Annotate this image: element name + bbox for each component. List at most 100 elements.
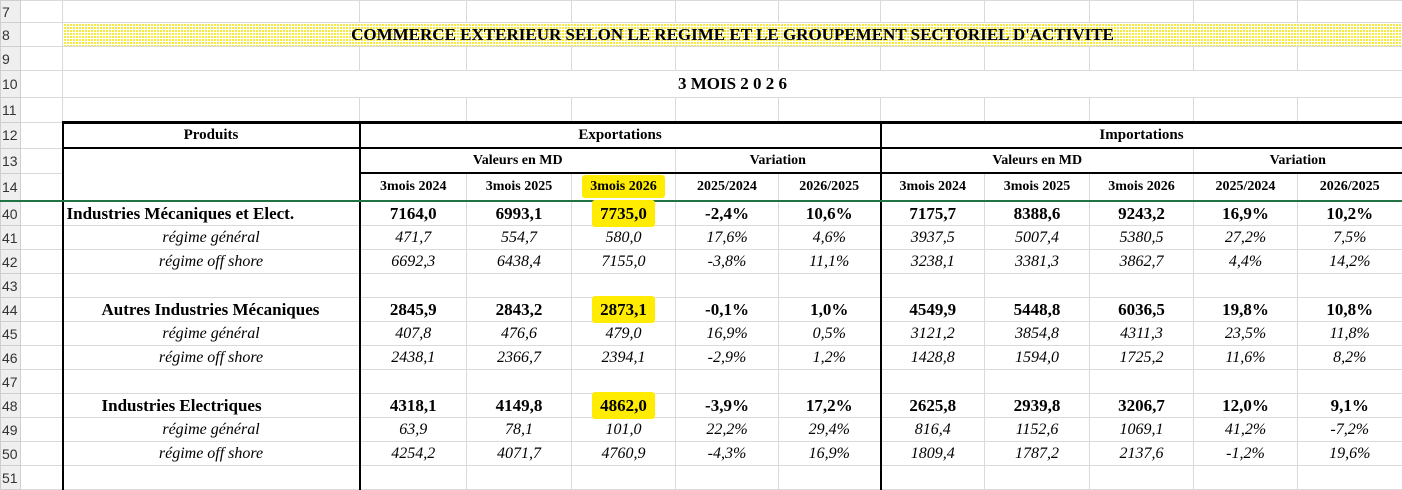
product-label[interactable]: régime général bbox=[63, 322, 360, 346]
value-cell[interactable]: -4,3% bbox=[676, 442, 779, 466]
row-header[interactable]: 45 bbox=[1, 322, 21, 346]
cell[interactable] bbox=[881, 1, 985, 23]
product-label[interactable] bbox=[63, 370, 360, 394]
value-cell[interactable] bbox=[467, 466, 572, 490]
cell[interactable] bbox=[21, 250, 63, 274]
value-cell[interactable] bbox=[1298, 370, 1402, 394]
cell[interactable] bbox=[676, 98, 779, 123]
value-cell[interactable]: 8388,6 bbox=[985, 201, 1090, 226]
value-cell[interactable]: 4149,8 bbox=[467, 394, 572, 418]
product-label[interactable] bbox=[63, 466, 360, 490]
cell[interactable] bbox=[21, 274, 63, 298]
period-subtitle[interactable]: 3 MOIS 2 0 2 6 bbox=[63, 71, 1402, 98]
value-cell[interactable]: 554,7 bbox=[467, 226, 572, 250]
cell[interactable] bbox=[63, 1, 360, 23]
cell[interactable] bbox=[467, 1, 572, 23]
header-export-variation[interactable]: Variation bbox=[676, 148, 881, 173]
value-cell[interactable] bbox=[1194, 274, 1298, 298]
value-cell[interactable] bbox=[1298, 274, 1402, 298]
value-cell[interactable]: 471,7 bbox=[360, 226, 467, 250]
value-cell[interactable]: 3121,2 bbox=[881, 322, 985, 346]
value-cell[interactable]: 1,2% bbox=[779, 346, 881, 370]
value-cell[interactable]: 476,6 bbox=[467, 322, 572, 346]
col-header-export-2026[interactable]: 3mois 2026 bbox=[572, 173, 676, 201]
value-cell[interactable]: 9,1% bbox=[1298, 394, 1402, 418]
row-header[interactable]: 10 bbox=[1, 71, 21, 98]
value-cell[interactable]: -3,9% bbox=[676, 394, 779, 418]
row-header[interactable]: 7 bbox=[1, 1, 21, 23]
col-header-import-var-2026-2025[interactable]: 2026/2025 bbox=[1298, 173, 1402, 201]
value-cell[interactable] bbox=[881, 466, 985, 490]
cell[interactable] bbox=[985, 1, 1090, 23]
value-cell[interactable] bbox=[360, 466, 467, 490]
cell[interactable] bbox=[21, 47, 63, 71]
row-header[interactable]: 11 bbox=[1, 98, 21, 123]
row-header[interactable]: 51 bbox=[1, 466, 21, 490]
cell[interactable] bbox=[467, 47, 572, 71]
value-cell[interactable] bbox=[572, 370, 676, 394]
value-cell[interactable]: -2,4% bbox=[676, 201, 779, 226]
value-cell[interactable]: 7,5% bbox=[1298, 226, 1402, 250]
row-header[interactable]: 50 bbox=[1, 442, 21, 466]
value-cell[interactable]: 3238,1 bbox=[881, 250, 985, 274]
value-cell[interactable]: 27,2% bbox=[1194, 226, 1298, 250]
value-cell[interactable]: 9243,2 bbox=[1090, 201, 1194, 226]
value-cell[interactable]: 6438,4 bbox=[467, 250, 572, 274]
cell[interactable] bbox=[572, 98, 676, 123]
row-header[interactable]: 9 bbox=[1, 47, 21, 71]
value-cell[interactable]: 16,9% bbox=[779, 442, 881, 466]
value-cell[interactable] bbox=[467, 274, 572, 298]
col-header-import-2026[interactable]: 3mois 2026 bbox=[1090, 173, 1194, 201]
cell[interactable] bbox=[21, 123, 63, 149]
col-header-import-var-2025-2024[interactable]: 2025/2024 bbox=[1194, 173, 1298, 201]
product-label[interactable]: régime off shore bbox=[63, 250, 360, 274]
cell[interactable] bbox=[1090, 1, 1194, 23]
value-cell[interactable]: 2137,6 bbox=[1090, 442, 1194, 466]
row-header[interactable]: 13 bbox=[1, 148, 21, 173]
value-cell[interactable] bbox=[779, 274, 881, 298]
value-cell[interactable] bbox=[985, 274, 1090, 298]
value-cell[interactable]: 8,2% bbox=[1298, 346, 1402, 370]
product-label[interactable]: régime général bbox=[63, 418, 360, 442]
value-cell[interactable]: 4318,1 bbox=[360, 394, 467, 418]
value-cell[interactable]: 4254,2 bbox=[360, 442, 467, 466]
value-cell[interactable]: 10,8% bbox=[1298, 298, 1402, 322]
cell[interactable] bbox=[63, 98, 360, 123]
value-cell[interactable]: -0,1% bbox=[676, 298, 779, 322]
col-header-export-var-2025-2024[interactable]: 2025/2024 bbox=[676, 173, 779, 201]
value-cell[interactable]: 11,1% bbox=[779, 250, 881, 274]
value-cell[interactable] bbox=[881, 274, 985, 298]
cell[interactable] bbox=[467, 98, 572, 123]
value-cell[interactable]: 10,2% bbox=[1298, 201, 1402, 226]
product-label[interactable]: régime off shore bbox=[63, 442, 360, 466]
value-cell[interactable]: 3206,7 bbox=[1090, 394, 1194, 418]
row-header[interactable]: 8 bbox=[1, 23, 21, 47]
value-cell[interactable]: 3862,7 bbox=[1090, 250, 1194, 274]
cell[interactable] bbox=[21, 442, 63, 466]
value-cell[interactable] bbox=[360, 274, 467, 298]
product-label[interactable] bbox=[63, 274, 360, 298]
cell[interactable] bbox=[21, 394, 63, 418]
cell[interactable] bbox=[360, 47, 467, 71]
row-header[interactable]: 46 bbox=[1, 346, 21, 370]
row-header[interactable]: 42 bbox=[1, 250, 21, 274]
header-import-valeurs[interactable]: Valeurs en MD bbox=[881, 148, 1194, 173]
row-header[interactable]: 12 bbox=[1, 123, 21, 149]
value-cell[interactable] bbox=[572, 466, 676, 490]
cell[interactable] bbox=[572, 47, 676, 71]
value-cell[interactable]: 2394,1 bbox=[572, 346, 676, 370]
value-cell[interactable]: 7735,0 bbox=[572, 201, 676, 226]
value-cell[interactable]: 1152,6 bbox=[985, 418, 1090, 442]
cell[interactable] bbox=[1194, 47, 1298, 71]
value-cell[interactable]: 4071,7 bbox=[467, 442, 572, 466]
row-header[interactable]: 48 bbox=[1, 394, 21, 418]
value-cell[interactable]: 1787,2 bbox=[985, 442, 1090, 466]
value-cell[interactable]: 29,4% bbox=[779, 418, 881, 442]
value-cell[interactable] bbox=[676, 274, 779, 298]
value-cell[interactable] bbox=[676, 466, 779, 490]
cell[interactable] bbox=[572, 1, 676, 23]
value-cell[interactable]: 16,9% bbox=[1194, 201, 1298, 226]
value-cell[interactable] bbox=[1194, 370, 1298, 394]
value-cell[interactable] bbox=[985, 370, 1090, 394]
